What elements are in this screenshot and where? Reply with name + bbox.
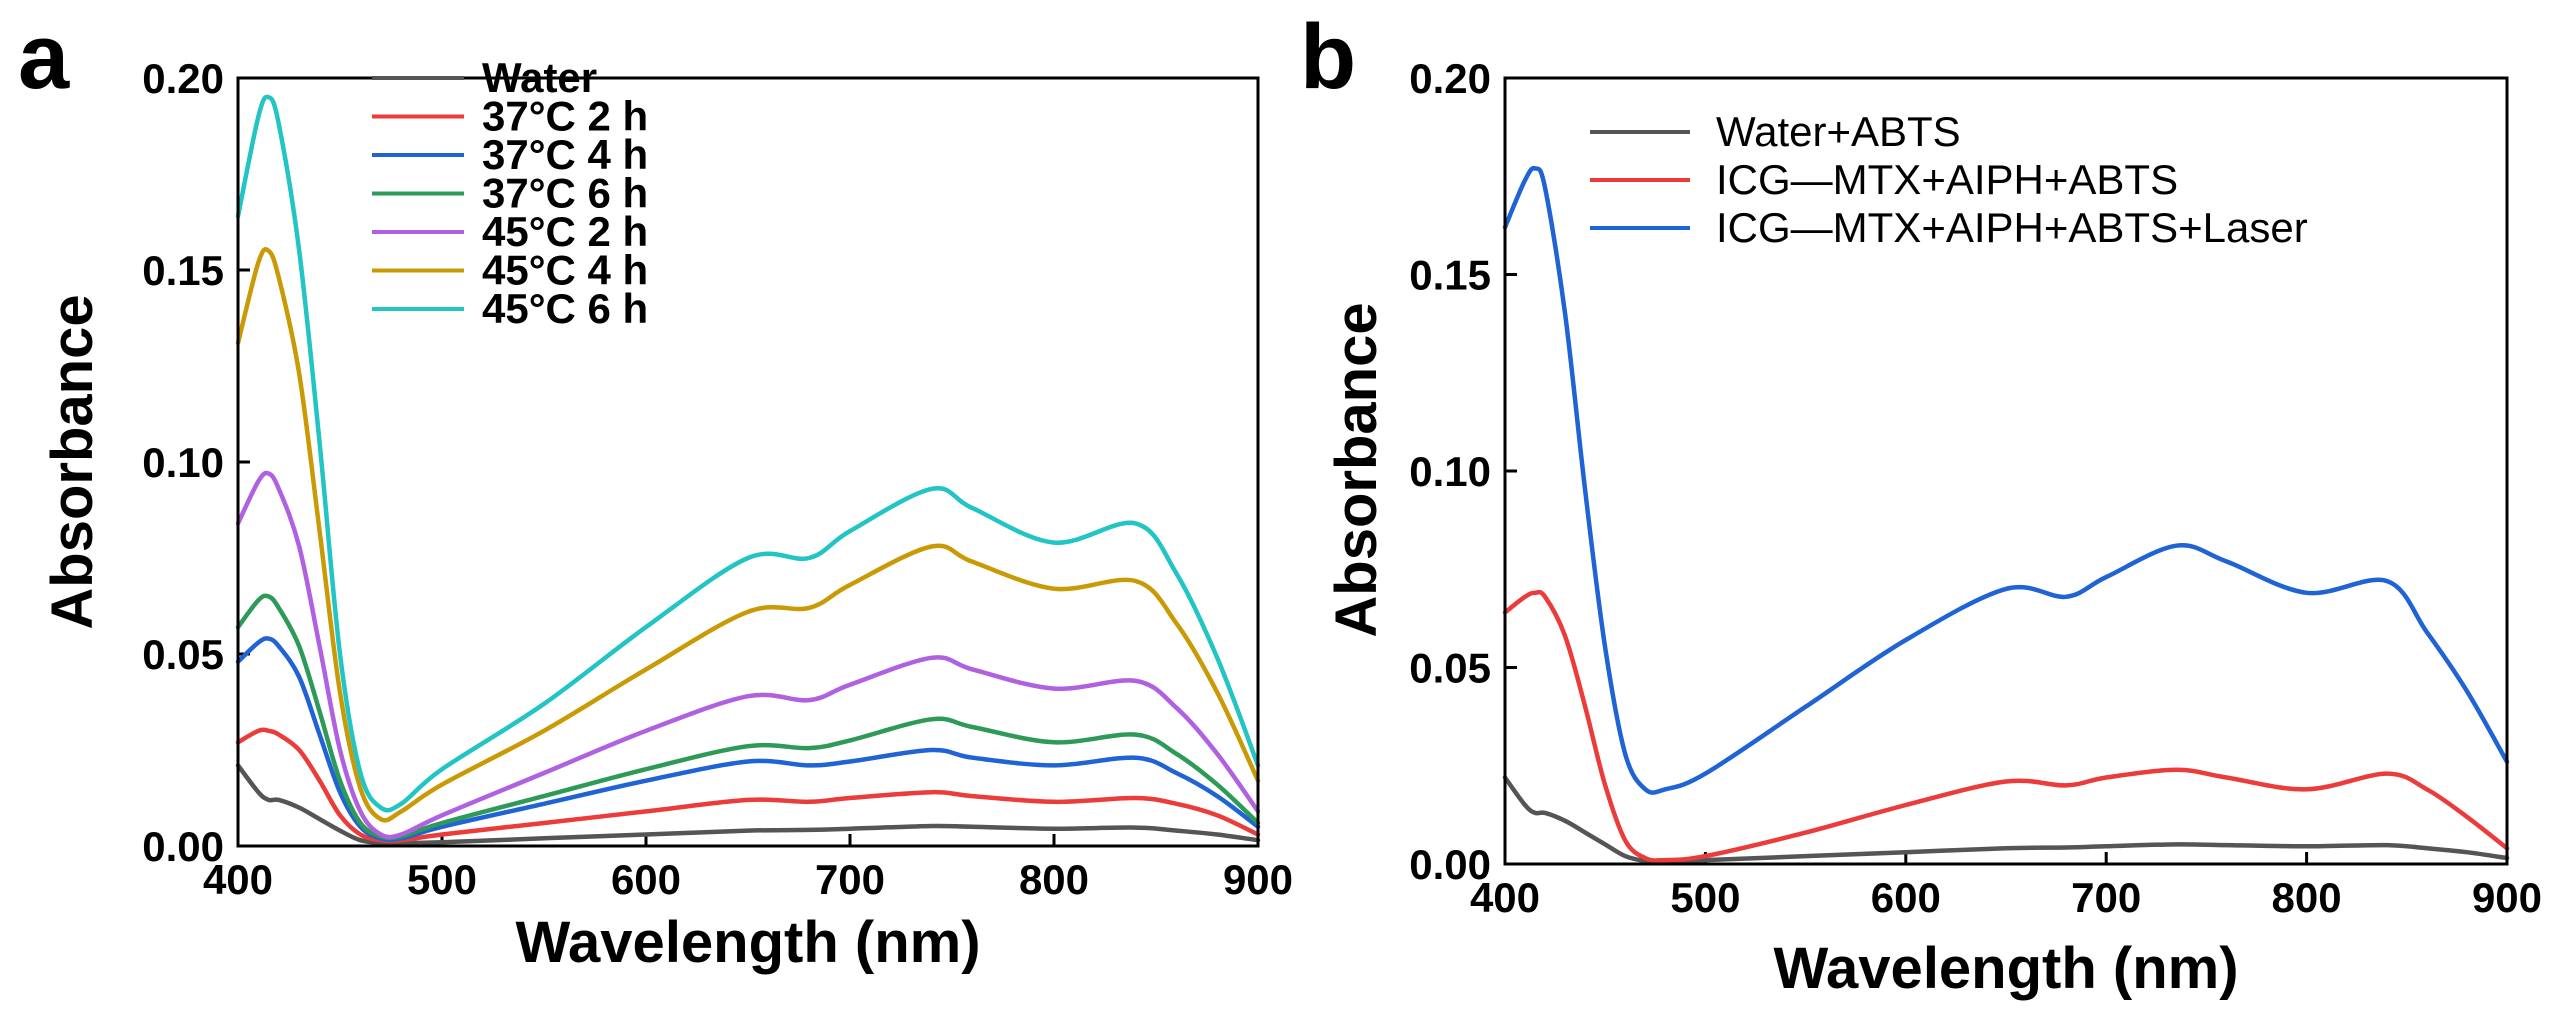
panel-b-legend-label: ICG—MTX+AIPH+ABTS bbox=[1716, 156, 2178, 203]
panel-a-series-line-water bbox=[235, 763, 1261, 846]
panel-b-series bbox=[1502, 165, 2510, 864]
panel-a-legend-label: 37°C 2 h bbox=[482, 93, 648, 140]
panel-a-series-line-37-c-4-h bbox=[235, 636, 1261, 842]
panel-b-series-line-icg-mtx-aiph-abts-laser bbox=[1502, 165, 2510, 795]
panel-a-x-tick-label: 700 bbox=[815, 856, 885, 903]
panel-a-legend-label: 37°C 6 h bbox=[482, 170, 648, 217]
panel-b-y-axis-title: Absorbance bbox=[1324, 302, 1389, 637]
panel-b-y-tick-label: 0.20 bbox=[1409, 55, 1491, 102]
panel-a-series-line-45-c-4-h bbox=[235, 247, 1261, 823]
panel-a-series-line-45-c-6-h bbox=[235, 94, 1261, 813]
panel-a-legend-label: Water bbox=[482, 54, 597, 101]
panel-b-x-tick-label: 400 bbox=[1470, 874, 1540, 921]
panel-b-legend-label: Water+ABTS bbox=[1716, 108, 1961, 155]
panel-b-chart: b 400 500 600 700 800 900 0.00 0.05 0.10 0.15 0.20… bbox=[1300, 6, 2542, 1001]
panel-a-x-axis-title: Wavelength (nm) bbox=[515, 910, 980, 975]
panel-a-y-axis-title: Absorbance bbox=[40, 294, 105, 629]
panel-b-x-axis-title: Wavelength (nm) bbox=[1773, 936, 2238, 1001]
panel-a-y-tick-label: 0.10 bbox=[142, 439, 224, 486]
panel-a-x-tick-label: 800 bbox=[1019, 856, 1089, 903]
panel-a-legend-label: 37°C 4 h bbox=[482, 131, 648, 178]
panel-a-series-line-45-c-2-h bbox=[235, 470, 1261, 840]
panel-b-plot-frame bbox=[1503, 76, 2509, 866]
panel-a-axes: 400 500 600 700 800 900 0.00 0.05 0.10 0.15 0.20 bbox=[142, 55, 1293, 903]
panel-a-legend-label: 45°C 4 h bbox=[482, 247, 648, 294]
panel-a-series bbox=[235, 94, 1261, 846]
panel-b-legend: Water+ABTSICG—MTX+AIPH+ABTSICG—MTX+AIPH+… bbox=[1590, 108, 2308, 251]
panel-a-label: a bbox=[18, 6, 70, 108]
panel-b-y-tick-label: 0.05 bbox=[1409, 645, 1491, 692]
panel-b-x-tick-label: 500 bbox=[1670, 874, 1740, 921]
panel-b-y-tick-label: 0.15 bbox=[1409, 252, 1491, 299]
panel-b-axes: 400 500 600 700 800 900 0.00 0.05 0.10 0.15 0.20 bbox=[1409, 55, 2542, 921]
panel-a-plot-frame bbox=[236, 76, 1260, 848]
panel-a-legend-label: 45°C 6 h bbox=[482, 285, 648, 332]
panel-b-label: b bbox=[1300, 6, 1356, 108]
panel-a-y-tick-label: 0.05 bbox=[142, 631, 224, 678]
panel-b-y-tick-label: 0.10 bbox=[1409, 448, 1491, 495]
panel-a-x-tick-label: 400 bbox=[203, 856, 273, 903]
panel-a-y-tick-label: 0.15 bbox=[142, 247, 224, 294]
panel-a-legend-label: 45°C 2 h bbox=[482, 208, 648, 255]
panel-b-series-line-water-abts bbox=[1502, 775, 2510, 864]
panel-a-chart: a 400 500 600 700 800 900 0.00 0.05 0.10 0.15 0.20… bbox=[18, 6, 1293, 975]
panel-b-y-tick-label: 0.00 bbox=[1409, 841, 1491, 888]
panel-b-x-tick-label: 900 bbox=[2472, 874, 2542, 921]
panel-b-series-line-icg-mtx-aiph-abts bbox=[1502, 589, 2510, 863]
panel-a-x-tick-label: 500 bbox=[407, 856, 477, 903]
panel-a-y-tick-label: 0.20 bbox=[142, 55, 224, 102]
panel-a-y-tick-label: 0.00 bbox=[142, 823, 224, 870]
panel-b-x-tick-label: 800 bbox=[2272, 874, 2342, 921]
panel-a-series-line-37-c-2-h bbox=[235, 727, 1261, 844]
panel-a-series-line-37-c-6-h bbox=[235, 593, 1261, 841]
panel-b-x-tick-label: 700 bbox=[2071, 874, 2141, 921]
panel-a-x-tick-label: 600 bbox=[611, 856, 681, 903]
panel-b-legend-label: ICG—MTX+AIPH+ABTS+Laser bbox=[1716, 204, 2308, 251]
panel-a-x-tick-label: 900 bbox=[1223, 856, 1293, 903]
panel-b-x-tick-label: 600 bbox=[1871, 874, 1941, 921]
